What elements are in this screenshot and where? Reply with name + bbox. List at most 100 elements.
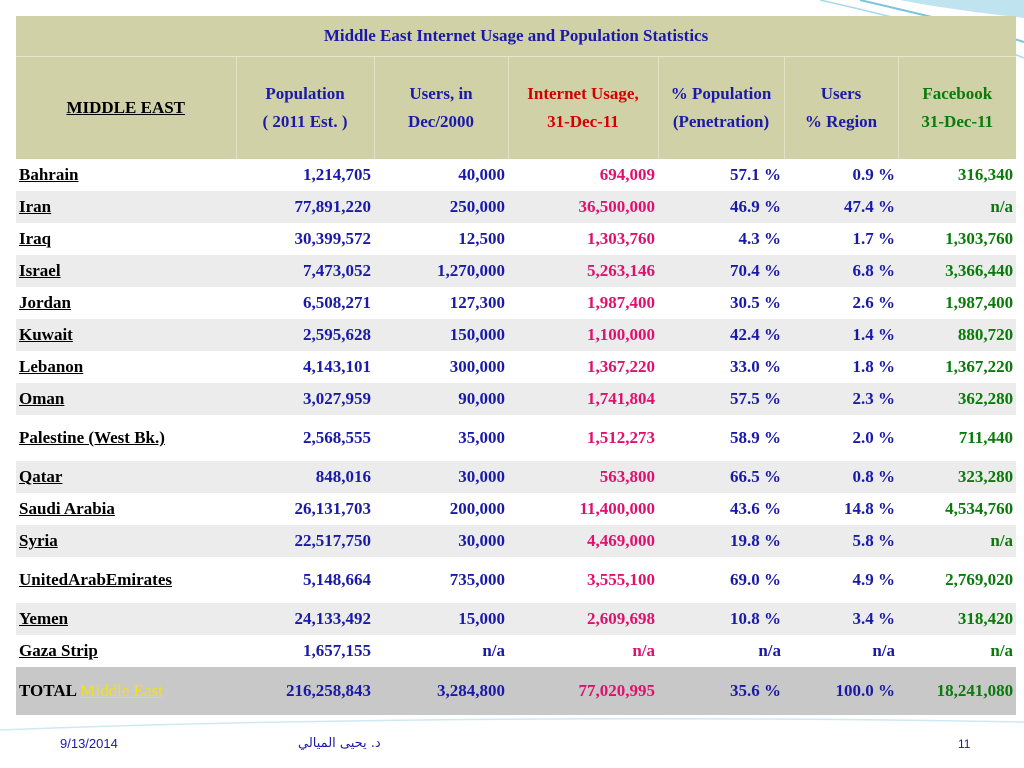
table-row: Gaza Strip 1,657,155 n/a n/a n/a n/a n/a xyxy=(16,635,1017,667)
penetration-cell: 30.5 % xyxy=(658,287,784,319)
table-row: Jordan 6,508,271 127,300 1,987,400 30.5 … xyxy=(16,287,1017,319)
internet-usage-cell: 1,987,400 xyxy=(508,287,658,319)
penetration-cell: 10.8 % xyxy=(658,603,784,635)
middle-east-link[interactable]: Middle East xyxy=(80,681,163,700)
population-cell: 3,027,959 xyxy=(236,383,374,415)
country-link[interactable]: Palestine (West Bk.) xyxy=(16,415,236,461)
total-users-2000: 3,284,800 xyxy=(374,667,508,715)
users-region-cell: n/a xyxy=(784,635,898,667)
header-users-2000-line1: Users, in xyxy=(409,84,473,103)
population-cell: 4,143,101 xyxy=(236,351,374,383)
country-link[interactable]: Israel xyxy=(16,255,236,287)
internet-usage-cell: 1,512,273 xyxy=(508,415,658,461)
internet-usage-cell: 1,741,804 xyxy=(508,383,658,415)
header-internet-usage: Internet Usage, 31-Dec-11 xyxy=(507,56,658,159)
internet-usage-cell: 563,800 xyxy=(508,461,658,493)
facebook-cell: 880,720 xyxy=(898,319,1017,351)
users-2000-cell: 35,000 xyxy=(374,415,508,461)
users-2000-cell: 1,270,000 xyxy=(374,255,508,287)
facebook-cell: 2,769,020 xyxy=(898,557,1017,603)
country-link[interactable]: Yemen xyxy=(16,603,236,635)
users-2000-cell: 15,000 xyxy=(374,603,508,635)
users-2000-cell: 150,000 xyxy=(374,319,508,351)
table-row: Yemen 24,133,492 15,000 2,609,698 10.8 %… xyxy=(16,603,1017,635)
population-cell: 22,517,750 xyxy=(236,525,374,557)
country-link[interactable]: Oman xyxy=(16,383,236,415)
table-row: Syria 22,517,750 30,000 4,469,000 19.8 %… xyxy=(16,525,1017,557)
table-row: Qatar 848,016 30,000 563,800 66.5 % 0.8 … xyxy=(16,461,1017,493)
penetration-cell: 19.8 % xyxy=(658,525,784,557)
country-link[interactable]: Iran xyxy=(16,191,236,223)
total-penetration: 35.6 % xyxy=(658,667,784,715)
penetration-cell: 70.4 % xyxy=(658,255,784,287)
footer-date: 9/13/2014 xyxy=(60,736,118,751)
population-cell: 24,133,492 xyxy=(236,603,374,635)
internet-usage-cell: 694,009 xyxy=(508,159,658,191)
country-link[interactable]: UnitedArabEmirates xyxy=(16,557,236,603)
facebook-cell: n/a xyxy=(898,525,1017,557)
total-label: TOTAL xyxy=(19,681,77,700)
internet-usage-cell: 36,500,000 xyxy=(508,191,658,223)
users-region-cell: 1.4 % xyxy=(784,319,898,351)
users-region-cell: 2.3 % xyxy=(784,383,898,415)
page-number: 11 xyxy=(958,737,971,751)
facebook-cell: 323,280 xyxy=(898,461,1017,493)
users-2000-cell: 127,300 xyxy=(374,287,508,319)
country-link[interactable]: Bahrain xyxy=(16,159,236,191)
table-row: Israel 7,473,052 1,270,000 5,263,146 70.… xyxy=(16,255,1017,287)
internet-usage-cell: 11,400,000 xyxy=(508,493,658,525)
facebook-cell: 711,440 xyxy=(898,415,1017,461)
country-link[interactable]: Qatar xyxy=(16,461,236,493)
header-users-region-line2: % Region xyxy=(804,112,878,131)
users-2000-cell: 12,500 xyxy=(374,223,508,255)
table-row: Lebanon 4,143,101 300,000 1,367,220 33.0… xyxy=(16,351,1017,383)
table-row: Bahrain 1,214,705 40,000 694,009 57.1 % … xyxy=(16,159,1017,191)
country-link[interactable]: Gaza Strip xyxy=(16,635,236,667)
internet-usage-cell: n/a xyxy=(508,635,658,667)
header-penetration: % Population (Penetration) xyxy=(657,56,784,159)
total-internet-usage: 77,020,995 xyxy=(508,667,658,715)
users-region-cell: 5.8 % xyxy=(784,525,898,557)
users-region-cell: 1.7 % xyxy=(784,223,898,255)
header-region-label: MIDDLE EAST xyxy=(66,98,186,117)
total-population: 216,258,843 xyxy=(236,667,374,715)
penetration-cell: 69.0 % xyxy=(658,557,784,603)
table-row: UnitedArabEmirates 5,148,664 735,000 3,5… xyxy=(16,557,1017,603)
table-row: Iran 77,891,220 250,000 36,500,000 46.9 … xyxy=(16,191,1017,223)
internet-usage-cell: 3,555,100 xyxy=(508,557,658,603)
header-users-region: Users % Region xyxy=(783,56,898,159)
country-link[interactable]: Saudi Arabia xyxy=(16,493,236,525)
population-cell: 77,891,220 xyxy=(236,191,374,223)
penetration-cell: 57.5 % xyxy=(658,383,784,415)
users-region-cell: 0.8 % xyxy=(784,461,898,493)
users-2000-cell: 300,000 xyxy=(374,351,508,383)
users-region-cell: 1.8 % xyxy=(784,351,898,383)
users-2000-cell: 30,000 xyxy=(374,525,508,557)
population-cell: 26,131,703 xyxy=(236,493,374,525)
header-population-line1: Population xyxy=(265,84,345,103)
users-region-cell: 3.4 % xyxy=(784,603,898,635)
penetration-cell: 46.9 % xyxy=(658,191,784,223)
header-facebook: Facebook 31-Dec-11 xyxy=(897,56,1017,159)
country-link[interactable]: Lebanon xyxy=(16,351,236,383)
facebook-cell: 362,280 xyxy=(898,383,1017,415)
header-population-line2: ( 2011 Est. ) xyxy=(262,112,348,131)
facebook-cell: 316,340 xyxy=(898,159,1017,191)
internet-usage-cell: 2,609,698 xyxy=(508,603,658,635)
header-internet-usage-line1: Internet Usage, xyxy=(527,84,639,103)
header-users-region-line1: Users xyxy=(820,84,862,103)
country-link[interactable]: Syria xyxy=(16,525,236,557)
country-link[interactable]: Jordan xyxy=(16,287,236,319)
facebook-cell: 1,303,760 xyxy=(898,223,1017,255)
table-title: Middle East Internet Usage and Populatio… xyxy=(16,16,1017,57)
table-row: Saudi Arabia 26,131,703 200,000 11,400,0… xyxy=(16,493,1017,525)
total-label-cell: TOTAL Middle East xyxy=(16,667,236,715)
penetration-cell: 57.1 % xyxy=(658,159,784,191)
users-region-cell: 6.8 % xyxy=(784,255,898,287)
users-region-cell: 14.8 % xyxy=(784,493,898,525)
header-users-2000: Users, in Dec/2000 xyxy=(373,56,508,159)
country-link[interactable]: Iraq xyxy=(16,223,236,255)
header-internet-usage-line2: 31-Dec-11 xyxy=(547,112,619,131)
population-cell: 848,016 xyxy=(236,461,374,493)
country-link[interactable]: Kuwait xyxy=(16,319,236,351)
